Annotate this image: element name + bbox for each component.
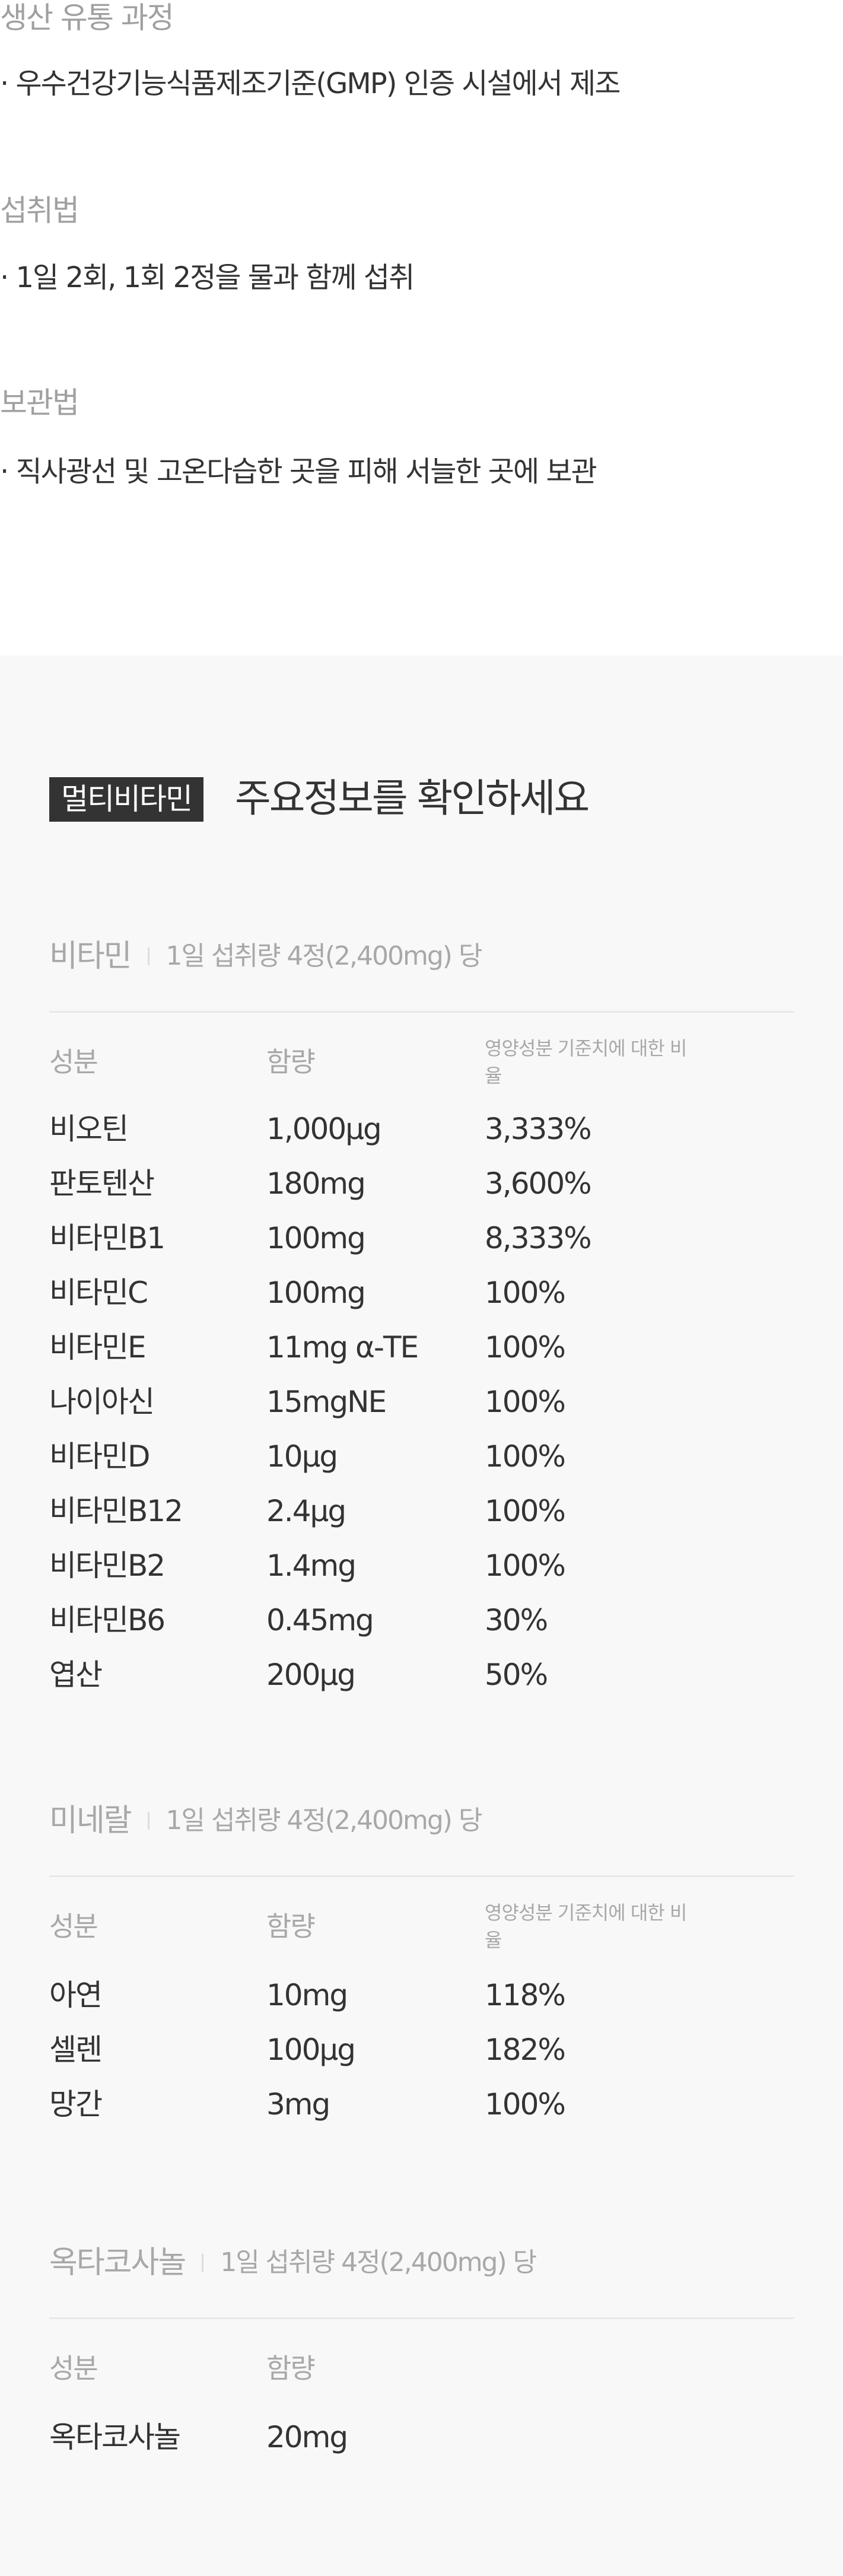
daily-value-ratio: 182% <box>485 2033 566 2067</box>
amount: 100mg <box>266 1276 366 1310</box>
production-text: · 우수건강기능식품제조기준(GMP) 인증 시설에서 제조 <box>0 67 621 100</box>
intake-heading: 섭취법 <box>0 193 79 228</box>
divider <box>49 1875 794 1877</box>
ingredient-name: 나이아신 <box>49 1385 155 1419</box>
daily-value-ratio: 50% <box>485 1658 548 1692</box>
separator <box>147 947 149 965</box>
amount: 100mg <box>266 1221 366 1255</box>
table-heading: 옥타코사놀 1일 섭취량 4정(2,400mg) 당 <box>49 2245 537 2281</box>
daily-value-ratio: 30% <box>485 1603 548 1637</box>
amount: 11mg α-TE <box>266 1330 419 1365</box>
amount: 0.45mg <box>266 1603 374 1637</box>
table-heading: 미네랄 1일 섭취량 4정(2,400mg) 당 <box>49 1803 483 1839</box>
ingredient-name: 비오틴 <box>49 1112 129 1146</box>
daily-value-ratio: 100% <box>485 1439 566 1474</box>
intake-text: · 1일 2회, 1회 2정을 물과 함께 섭취 <box>0 261 415 294</box>
table-name: 옥타코사놀 <box>49 2245 186 2281</box>
daily-value-ratio: 100% <box>485 1330 566 1365</box>
serving-size: 1일 섭취량 4정(2,400mg) 당 <box>166 941 483 971</box>
daily-value-ratio: 8,333% <box>485 1221 592 1255</box>
column-header: 함량 <box>266 2352 316 2384</box>
ingredient-name: 비타민B1 <box>49 1221 166 1255</box>
ingredient-name: 옥타코사놀 <box>49 2420 181 2454</box>
key-info-section <box>0 656 843 2576</box>
ingredient-name: 판토텐산 <box>49 1166 155 1201</box>
amount: 1,000μg <box>266 1112 382 1146</box>
ingredient-name: 엽산 <box>49 1658 103 1692</box>
column-header: 성분 <box>49 1046 98 1078</box>
daily-value-ratio: 100% <box>485 1548 566 1583</box>
amount: 1.4mg <box>266 1548 357 1583</box>
amount: 2.4μg <box>266 1494 346 1528</box>
serving-size: 1일 섭취량 4정(2,400mg) 당 <box>166 1805 483 1836</box>
ingredient-name: 비타민C <box>49 1276 148 1310</box>
amount: 200μg <box>266 1658 356 1692</box>
daily-value-ratio: 100% <box>485 1494 566 1528</box>
production-heading: 생산 유통 과정 <box>0 1 174 35</box>
daily-value-ratio: 100% <box>485 1276 566 1310</box>
amount: 10μg <box>266 1439 338 1474</box>
column-header: 함량 <box>266 1046 316 1078</box>
amount: 3mg <box>266 2087 330 2122</box>
separator <box>147 1812 149 1830</box>
ingredient-name: 비타민B2 <box>49 1548 166 1583</box>
divider <box>49 1011 794 1013</box>
amount: 20mg <box>266 2420 348 2454</box>
storage-heading: 보관법 <box>0 386 79 420</box>
ingredient-name: 비타민B12 <box>49 1494 183 1528</box>
ingredient-name: 비타민D <box>49 1439 151 1474</box>
column-header: 함량 <box>266 1910 316 1942</box>
column-header-ratio: 영양성분 기준치에 대한 비율 <box>485 1037 687 1087</box>
ingredient-name: 비타민E <box>49 1330 147 1365</box>
daily-value-ratio: 3,600% <box>485 1166 592 1201</box>
storage-text: · 직사광선 및 고온다습한 곳을 피해 서늘한 곳에 보관 <box>0 455 597 488</box>
daily-value-ratio: 118% <box>485 1978 566 2012</box>
table-heading: 비타민 1일 섭취량 4정(2,400mg) 당 <box>49 939 483 974</box>
ingredient-name: 망간 <box>49 2087 103 2122</box>
amount: 100μg <box>266 2033 356 2067</box>
column-header: 성분 <box>49 1910 98 1942</box>
column-header-ratio: 영양성분 기준치에 대한 비율 <box>485 1901 687 1951</box>
divider <box>49 2317 794 2319</box>
table-name: 비타민 <box>49 939 132 974</box>
amount: 10mg <box>266 1978 348 2012</box>
section-title: 주요정보를 확인하세요 <box>235 775 590 821</box>
table-name: 미네랄 <box>49 1803 132 1839</box>
separator <box>202 2254 204 2272</box>
serving-size: 1일 섭취량 4정(2,400mg) 당 <box>220 2247 537 2278</box>
amount: 180mg <box>266 1166 366 1201</box>
ingredient-name: 아연 <box>49 1978 103 2012</box>
daily-value-ratio: 100% <box>485 2087 566 2122</box>
ingredient-name: 비타민B6 <box>49 1603 166 1637</box>
ingredient-name: 셀렌 <box>49 2033 103 2067</box>
daily-value-ratio: 100% <box>485 1385 566 1419</box>
product-badge: 멀티비타민 <box>49 777 203 822</box>
amount: 15mgNE <box>266 1385 387 1419</box>
column-header: 성분 <box>49 2352 98 2384</box>
daily-value-ratio: 3,333% <box>485 1112 592 1146</box>
